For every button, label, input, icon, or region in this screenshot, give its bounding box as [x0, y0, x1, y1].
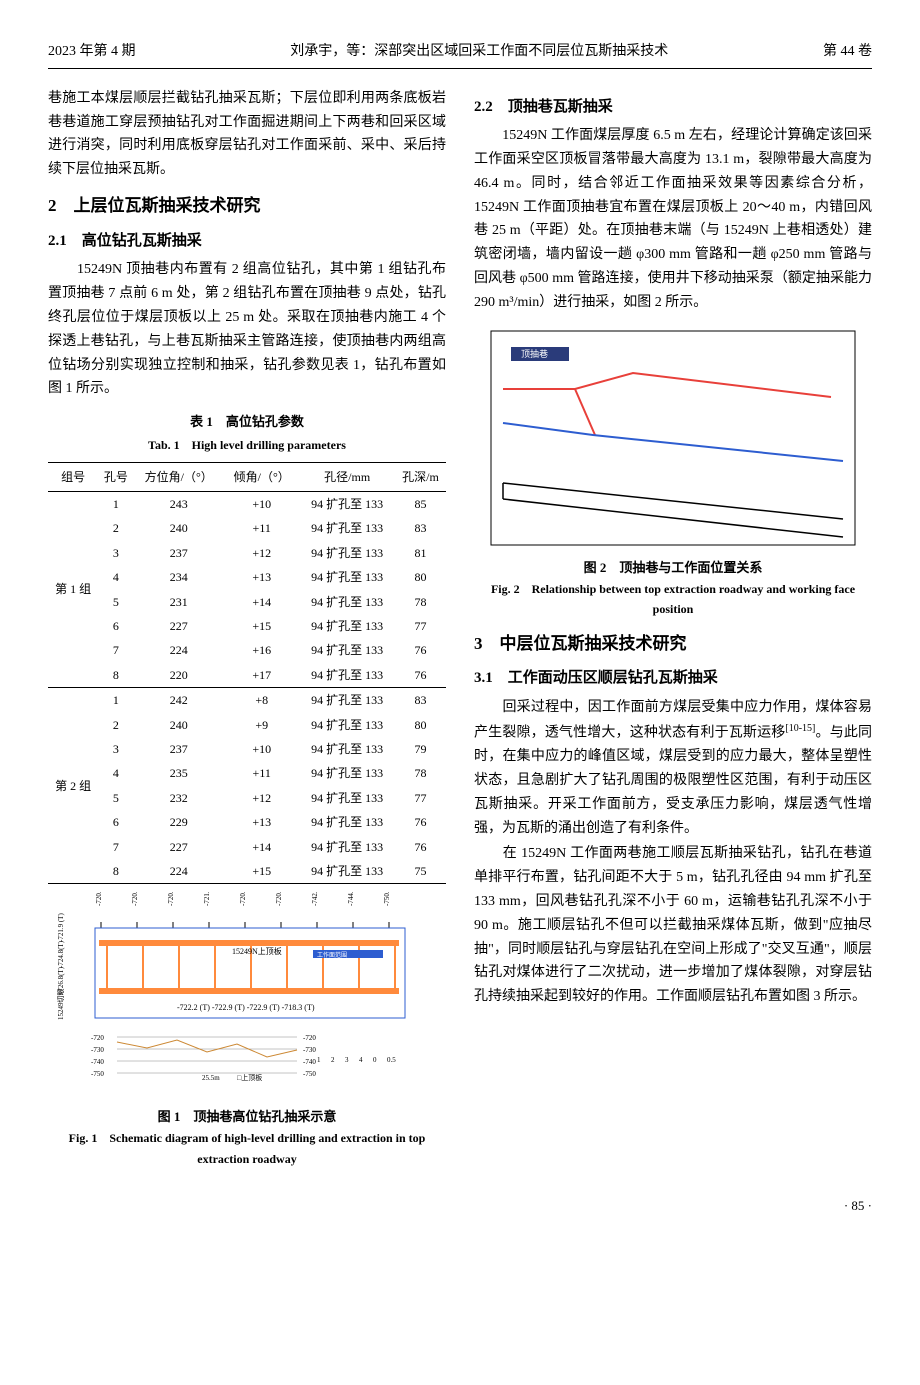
svg-text:-742.3 (T): -742.3 (T): [311, 892, 319, 906]
section-3: 3 中层位瓦斯抽采技术研究: [474, 630, 872, 659]
figure-2: 顶抽巷 图 2 顶抽巷与工作面位置关系 Fig. 2 Relationship …: [474, 323, 872, 620]
svg-text:-720.9 (T): -720.9 (T): [275, 892, 283, 906]
fig1-caption-en: Fig. 1 Schematic diagram of high-level d…: [48, 1128, 446, 1169]
svg-text:-720.7 (T): -720.7 (T): [167, 892, 175, 906]
svg-text:-740: -740: [91, 1058, 104, 1066]
page-number: · 85 ·: [48, 1195, 872, 1217]
svg-text:-720.2 (T): -720.2 (T): [95, 892, 103, 906]
svg-text:15249N上顶板: 15249N上顶板: [232, 946, 282, 956]
svg-text:-740: -740: [303, 1058, 316, 1066]
s31-p2: 在 15249N 工作面两巷施工顺层瓦斯抽采钻孔，钻孔在巷道单排平行布置，钻孔间…: [474, 842, 872, 1009]
s31-p1: 回采过程中，因工作面前方煤层受集中应力作用，煤体容易产生裂隙，透气性增大，这种状…: [474, 696, 872, 840]
svg-text:-721.2 (T): -721.2 (T): [203, 892, 211, 906]
svg-text:15249切眼: 15249切眼: [57, 989, 65, 1021]
svg-text:□上顶板: □上顶板: [237, 1073, 262, 1082]
header-right: 第 44 卷: [823, 40, 872, 64]
fig1-caption-cn: 图 1 顶抽巷高位钻孔抽采示意: [48, 1106, 446, 1128]
s22-body: 15249N 工作面煤层厚度 6.5 m 左右，经理论计算确定该回采工作面采空区…: [474, 124, 872, 314]
left-column: 巷施工本煤层顺层拦截钻孔抽采瓦斯；下层位即利用两条底板岩巷巷道施工穿层预抽钻孔对…: [48, 87, 446, 1177]
svg-text:-730: -730: [303, 1046, 316, 1054]
svg-text:1: 1: [317, 1056, 321, 1064]
svg-text:-730: -730: [91, 1046, 104, 1054]
svg-text:工作面范围: 工作面范围: [317, 951, 347, 959]
svg-text:-721.9 (T): -721.9 (T): [57, 913, 65, 942]
figure-1: -720.2 (T) -720.6 (T) -720.7 (T) -721.2 (T)…: [48, 892, 446, 1169]
svg-text:-750: -750: [303, 1070, 316, 1078]
fig2-caption-cn: 图 2 顶抽巷与工作面位置关系: [474, 557, 872, 579]
svg-text:25.5m: 25.5m: [202, 1074, 220, 1082]
svg-text:-750.8 (T): -750.8 (T): [383, 892, 391, 906]
fig2-caption-en: Fig. 2 Relationship between top extracti…: [474, 579, 872, 620]
svg-text:-722.2 (T) -722.9 (T) -722: -722.2 (T) -722.9 (T) -722.9 (T) -718.3 …: [177, 1003, 315, 1012]
svg-text:-724.8(T): -724.8(T): [57, 941, 65, 969]
svg-text:-720.6 (T): -720.6 (T): [131, 892, 139, 906]
section-2-2: 2.2 顶抽巷瓦斯抽采: [474, 95, 872, 121]
right-column: 2.2 顶抽巷瓦斯抽采 15249N 工作面煤层厚度 6.5 m 左右，经理论计…: [474, 87, 872, 1177]
svg-text:0.5: 0.5: [387, 1056, 396, 1064]
intro-para: 巷施工本煤层顺层拦截钻孔抽采瓦斯；下层位即利用两条底板岩巷巷道施工穿层预抽钻孔对…: [48, 87, 446, 182]
svg-text:-750: -750: [91, 1070, 104, 1078]
svg-text:-744.8 (T): -744.8 (T): [347, 892, 355, 906]
svg-text:4: 4: [359, 1056, 363, 1064]
section-2-1: 2.1 高位钻孔瓦斯抽采: [48, 229, 446, 255]
section-3-1: 3.1 工作面动压区顺层钻孔瓦斯抽采: [474, 666, 872, 692]
page-header: 2023 年第 4 期 刘承宇，等：深部突出区域回采工作面不同层位瓦斯抽采技术 …: [48, 40, 872, 69]
header-center: 刘承宇，等：深部突出区域回采工作面不同层位瓦斯抽采技术: [290, 40, 668, 64]
header-left: 2023 年第 4 期: [48, 40, 136, 64]
s21-body: 15249N 顶抽巷内布置有 2 组高位钻孔，其中第 1 组钻孔布置顶抽巷 7 …: [48, 258, 446, 401]
svg-text:2: 2: [331, 1056, 335, 1064]
citation: [10-15]: [785, 723, 815, 734]
section-2: 2 上层位瓦斯抽采技术研究: [48, 192, 446, 221]
svg-text:3: 3: [345, 1056, 349, 1064]
svg-text:-720: -720: [303, 1034, 316, 1042]
svg-text:-720.8 (T): -720.8 (T): [239, 892, 247, 906]
svg-text:0: 0: [373, 1056, 377, 1064]
table1-caption-en: Tab. 1 High level drilling parameters: [48, 435, 446, 455]
svg-text:顶抽巷: 顶抽巷: [521, 348, 548, 359]
svg-text:-720: -720: [91, 1034, 104, 1042]
table-1: 组号孔号方位角/（°）倾角/（°）孔径/mm孔深/m 第 1 组1243+109…: [48, 462, 446, 885]
table1-caption-cn: 表 1 高位钻孔参数: [48, 411, 446, 433]
